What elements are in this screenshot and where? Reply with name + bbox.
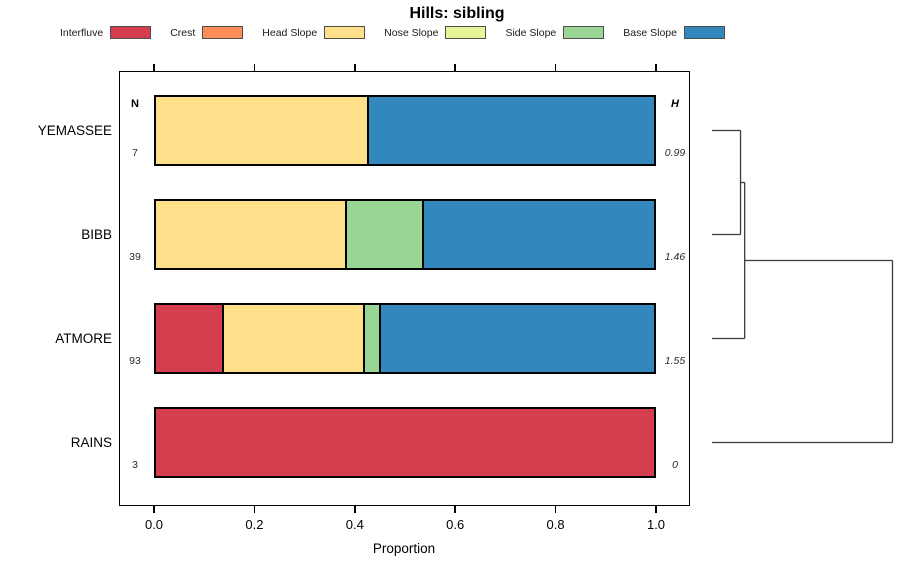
y-axis-label-atmore: ATMORE [55, 331, 112, 346]
x-axis-tick-label: 0.6 [446, 517, 465, 532]
h-value-yemassee: 0.99 [664, 147, 686, 159]
legend-label: Base Slope [623, 26, 677, 39]
bar-row-atmore [154, 303, 657, 374]
x-axis-tick-label: 0.2 [245, 517, 264, 532]
h-column-header: H [671, 98, 679, 110]
legend-label: Head Slope [262, 26, 318, 39]
h-value-rains: 0 [672, 459, 678, 471]
bar-segment-head-slope [222, 303, 365, 374]
legend-swatch-head-slope-icon [324, 26, 366, 39]
legend-item-interfluve: Interfluve [60, 26, 152, 39]
legend: Interfluve Crest Head Slope Nose Slope Side … [60, 26, 725, 39]
legend-label: Side Slope [505, 26, 557, 39]
y-axis-label-rains: RAINS [70, 435, 112, 450]
legend-swatch-base-slope-icon [683, 26, 725, 39]
x-axis-title: Proportion [372, 541, 436, 556]
legend-swatch-interfluve-icon [110, 26, 152, 39]
x-axis-tick-bottom [454, 506, 456, 513]
y-axis-label-yemassee: YEMASSEE [37, 123, 112, 138]
x-axis-tick-bottom [655, 506, 657, 513]
x-axis-tick-top [554, 64, 557, 71]
bar-row-bibb [154, 199, 656, 270]
bar-segment-base-slope [378, 303, 657, 374]
bar-segment-head-slope [154, 199, 348, 270]
bar-segment-interfluve [154, 303, 225, 374]
x-axis-tick-label: 0.8 [546, 517, 565, 532]
chart-title: Hills: sibling [409, 5, 505, 22]
y-axis-label-bibb: BIBB [81, 227, 112, 242]
h-value-atmore: 1.55 [664, 355, 686, 367]
bar-row-yemassee [154, 95, 656, 166]
bar-segment-side-slope [345, 199, 425, 270]
legend-label: Interfluve [60, 26, 104, 39]
x-axis-tick-bottom [153, 506, 155, 513]
bar-segment-interfluve [154, 407, 656, 478]
bar-segment-base-slope [367, 95, 656, 166]
legend-item-side-slope: Side Slope [505, 26, 605, 39]
bar-row-rains [154, 407, 656, 478]
n-value-yemassee: 7 [132, 147, 138, 159]
legend-label: Crest [170, 26, 196, 39]
n-column-header: N [131, 98, 139, 110]
legend-item-crest: Crest [170, 26, 244, 39]
bar-segment-head-slope [154, 95, 370, 166]
legend-swatch-side-slope-icon [563, 26, 605, 39]
legend-swatch-crest-icon [202, 26, 244, 39]
x-axis-tick-label: 0.4 [345, 517, 364, 532]
x-axis-tick-label: 1.0 [646, 517, 666, 532]
h-value-bibb: 1.46 [664, 251, 686, 263]
legend-item-nose-slope: Nose Slope [384, 26, 487, 39]
x-axis-tick-top [655, 64, 657, 71]
x-axis-tick-bottom [354, 506, 356, 513]
legend-item-base-slope: Base Slope [623, 26, 725, 39]
x-axis-tick-bottom [554, 506, 557, 513]
n-value-atmore: 93 [129, 355, 141, 367]
x-axis-tick-top [253, 64, 256, 71]
bar-segment-base-slope [422, 199, 656, 270]
n-value-rains: 3 [132, 459, 138, 471]
x-axis-tick-top [153, 64, 155, 71]
legend-swatch-nose-slope-icon [445, 26, 487, 39]
legend-item-head-slope: Head Slope [262, 26, 366, 39]
legend-label: Nose Slope [384, 26, 439, 39]
x-axis-tick-bottom [253, 506, 256, 513]
x-axis-tick-label: 0.0 [144, 517, 164, 532]
x-axis-tick-top [454, 64, 456, 71]
x-axis-tick-top [354, 64, 356, 71]
n-value-bibb: 39 [129, 251, 141, 263]
